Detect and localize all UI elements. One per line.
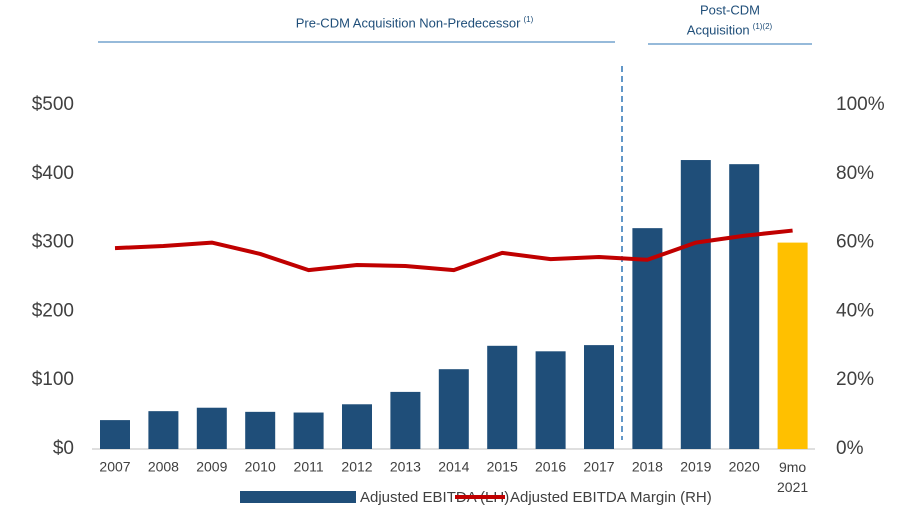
- header-label: Acquisition: [687, 22, 750, 37]
- x-tick-label: 2018: [632, 459, 663, 475]
- bar: [390, 391, 421, 449]
- y2-tick-label: 0%: [836, 438, 864, 459]
- bar: [777, 242, 808, 449]
- x-tick-label: 2020: [729, 459, 760, 475]
- y-tick-label: $400: [32, 163, 74, 184]
- y2-tick-label: 20%: [836, 369, 874, 390]
- y-tick-label: $100: [32, 369, 74, 390]
- y-tick-label: $200: [32, 300, 74, 321]
- x-tick-label: 2011: [294, 459, 324, 475]
- y2-tick-label: 100%: [836, 94, 885, 115]
- bar: [196, 407, 227, 449]
- bar: [729, 164, 760, 449]
- header-note: (1): [523, 15, 533, 24]
- bar: [293, 412, 324, 449]
- bar: [245, 411, 276, 449]
- y-tick-label: $300: [32, 232, 74, 253]
- line: [114, 228, 793, 273]
- y-tick-label: $0: [53, 438, 74, 459]
- bar: [680, 160, 711, 450]
- bar: [535, 351, 566, 449]
- x-tick-label: 2019: [680, 459, 711, 475]
- x-tick-label: 2009: [196, 459, 227, 475]
- bar: [487, 345, 518, 449]
- bar: [438, 369, 469, 449]
- legend-swatch: [240, 491, 356, 503]
- x-tick-label: 2010: [245, 459, 276, 475]
- legend-label: Adjusted EBITDA Margin (RH): [510, 489, 712, 506]
- x-tick-label: 2012: [341, 459, 372, 475]
- bar: [100, 420, 130, 449]
- header-label: Post-CDM: [700, 2, 760, 17]
- bar: [584, 345, 614, 449]
- x-tick-label: 2016: [535, 459, 566, 475]
- x-tick-label: 2015: [487, 459, 518, 475]
- bar: [632, 228, 663, 449]
- y2-tick-label: 60%: [836, 232, 874, 253]
- header-label: Pre-CDM Acquisition Non-Predecessor: [296, 15, 521, 30]
- y2-tick-label: 40%: [836, 300, 874, 321]
- bar: [148, 411, 179, 449]
- legend-label: Adjusted EBITDA (LH): [360, 489, 509, 506]
- x-tick-label: 2007: [99, 459, 130, 475]
- x-tick-label: 2013: [390, 459, 421, 475]
- y-tick-label: $500: [32, 94, 74, 115]
- header-note: (1)(2): [753, 22, 773, 31]
- bar: [342, 404, 372, 449]
- x-tick-label: 9mo 2021: [777, 459, 808, 495]
- x-tick-label: 2014: [438, 459, 469, 475]
- x-tick-label: 2008: [148, 459, 179, 475]
- x-tick-label: 2017: [583, 459, 614, 475]
- y2-tick-label: 80%: [836, 163, 874, 184]
